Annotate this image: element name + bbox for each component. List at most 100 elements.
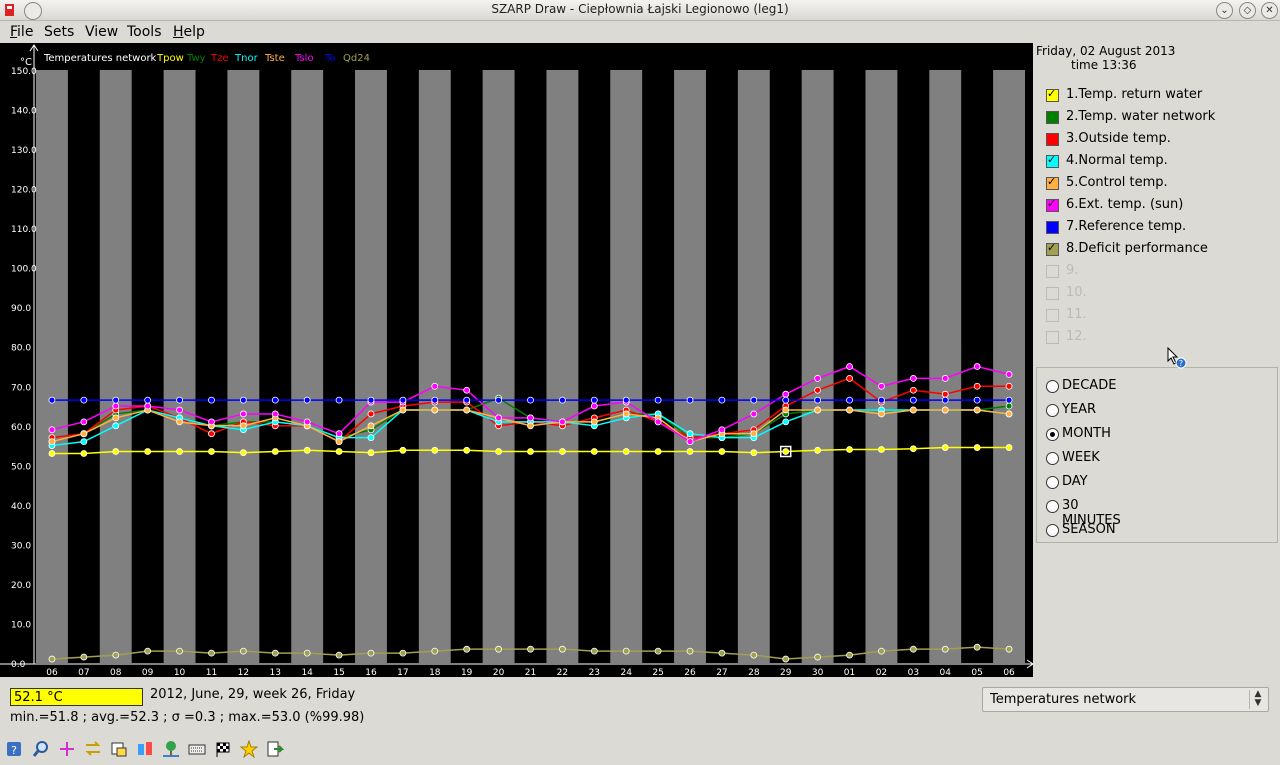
radio-label: DAY xyxy=(1062,474,1088,489)
data-point xyxy=(208,396,215,404)
radio-button[interactable] xyxy=(1046,500,1059,513)
star-icon[interactable] xyxy=(240,740,258,758)
data-point xyxy=(463,386,471,394)
keyboard-icon[interactable] xyxy=(188,740,206,758)
series-label-qd24: Qd24 xyxy=(343,53,370,64)
data-point xyxy=(144,647,152,655)
data-point xyxy=(686,647,694,655)
radio-button[interactable] xyxy=(1046,476,1059,489)
x-tick-label: 11 xyxy=(206,668,217,677)
menu-sets[interactable]: Sets xyxy=(44,24,75,40)
data-point xyxy=(176,448,183,455)
checker-flag-icon[interactable] xyxy=(214,740,232,758)
data-point xyxy=(271,410,279,418)
draw-icon[interactable] xyxy=(136,740,154,758)
y-tick-label: 70.0 xyxy=(11,383,31,393)
x-tick-label: 20 xyxy=(493,668,505,677)
palm-icon[interactable] xyxy=(162,740,180,758)
data-point xyxy=(718,396,726,404)
window-icon[interactable] xyxy=(110,740,128,758)
menu-view[interactable]: View xyxy=(85,24,119,40)
legend-checkbox[interactable] xyxy=(1046,111,1059,124)
swap-icon[interactable] xyxy=(84,740,102,758)
menu-help[interactable]: Help xyxy=(173,24,205,40)
close-icon[interactable]: ✕ xyxy=(1261,2,1278,19)
data-point xyxy=(590,396,598,404)
y-tick-label: 90.0 xyxy=(11,304,31,314)
legend-label: 1.Temp. return water xyxy=(1066,87,1203,102)
legend-checkbox[interactable] xyxy=(1046,331,1059,344)
data-point xyxy=(112,414,120,422)
day-band xyxy=(418,70,451,663)
data-point xyxy=(718,448,726,455)
data-point xyxy=(527,422,534,430)
y-tick-label: 10.0 xyxy=(11,620,31,630)
chart-svg[interactable]: °C 0.0 10.0 20.0 30.0 40.0 50.0 60.0 70.0 80.0 90.… xyxy=(0,43,1034,678)
y-tick-label: 110.0 xyxy=(11,225,37,235)
data-point xyxy=(144,402,152,410)
radio-button[interactable] xyxy=(1046,524,1059,537)
set-select[interactable]: Temperatures network ▲ ▼ xyxy=(982,687,1269,712)
data-point xyxy=(335,448,343,455)
x-tick-label: 17 xyxy=(397,668,408,677)
legend-checkbox[interactable] xyxy=(1046,87,1059,102)
menu-file[interactable]: File xyxy=(10,24,34,40)
data-point xyxy=(686,396,694,404)
data-point xyxy=(814,446,822,454)
day-band xyxy=(993,70,1025,663)
legend-checkbox[interactable] xyxy=(1046,221,1059,234)
menu-tools[interactable]: Tools xyxy=(127,24,162,40)
maximize-icon[interactable]: ◇ xyxy=(1239,2,1256,19)
crosshair-icon[interactable] xyxy=(58,740,76,758)
data-point xyxy=(909,445,917,453)
data-point xyxy=(463,645,471,653)
cursor-marker xyxy=(779,445,792,458)
series-label-tnor: Tnor xyxy=(234,53,259,64)
data-point xyxy=(208,448,215,455)
data-point xyxy=(878,382,885,390)
data-point xyxy=(176,406,183,414)
data-point xyxy=(271,448,279,455)
data-point xyxy=(239,410,247,418)
chart-area[interactable]: °C 0.0 10.0 20.0 30.0 40.0 50.0 60.0 70.0 80.0 90.… xyxy=(0,43,1034,678)
radio-button[interactable] xyxy=(1046,380,1059,393)
export-icon[interactable] xyxy=(266,740,284,758)
data-point xyxy=(1005,444,1013,451)
radio-button[interactable] xyxy=(1046,428,1059,441)
data-point xyxy=(559,396,566,404)
window-menu-button[interactable] xyxy=(24,2,42,20)
data-point xyxy=(112,651,120,659)
legend-checkbox[interactable] xyxy=(1046,197,1059,212)
day-band xyxy=(865,70,898,663)
data-point xyxy=(335,438,343,446)
legend-checkbox[interactable] xyxy=(1046,287,1059,300)
data-point xyxy=(941,390,949,398)
data-point xyxy=(144,448,152,455)
data-point xyxy=(846,396,853,404)
series-label-tste: Tste xyxy=(264,53,285,64)
data-point xyxy=(271,649,279,657)
legend-checkbox[interactable] xyxy=(1046,153,1059,168)
zoom-icon[interactable] xyxy=(32,740,50,758)
legend-checkbox[interactable] xyxy=(1046,265,1059,278)
x-tick-label: 30 xyxy=(812,668,824,677)
day-band xyxy=(99,70,132,663)
data-point xyxy=(941,374,949,382)
legend-checkbox[interactable] xyxy=(1046,133,1059,146)
radio-button[interactable] xyxy=(1046,452,1059,465)
legend-checkbox[interactable] xyxy=(1046,175,1059,190)
radio-label: YEAR xyxy=(1062,402,1097,417)
help-icon[interactable]: ? xyxy=(5,740,23,758)
x-tick-label: 01 xyxy=(844,668,855,677)
data-point xyxy=(112,422,120,430)
data-point xyxy=(208,430,215,438)
y-tick-label: 150.0 xyxy=(11,67,37,77)
radio-button[interactable] xyxy=(1046,404,1059,417)
data-point xyxy=(367,434,375,442)
legend-checkbox[interactable] xyxy=(1046,309,1059,322)
minimize-icon[interactable]: ⌄ xyxy=(1216,2,1233,19)
legend-checkbox[interactable] xyxy=(1046,241,1059,256)
data-point xyxy=(846,651,853,659)
data-point xyxy=(590,647,598,655)
data-point xyxy=(686,448,694,455)
